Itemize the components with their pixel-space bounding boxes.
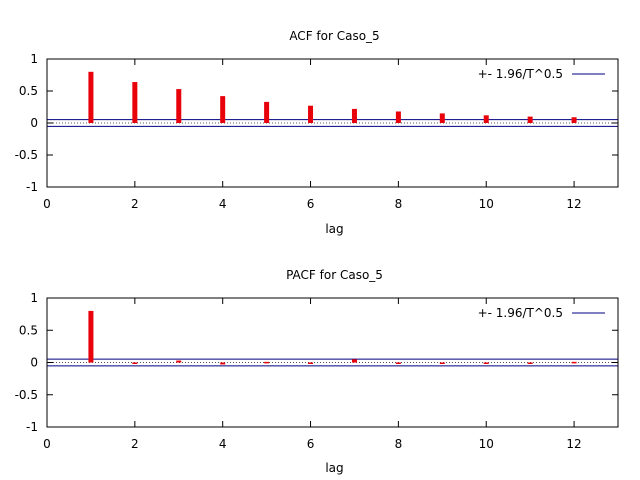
pacf-bar-lag-9 — [439, 362, 445, 364]
acf-ytick-label: 0 — [30, 116, 38, 130]
acf-bar-lag-3 — [176, 89, 182, 123]
acf-bar-lag-1 — [88, 71, 94, 123]
pacf-xtick-label: 10 — [479, 437, 494, 451]
pacf-xtick-label: 4 — [219, 437, 227, 451]
pacf-legend-label: +- 1.96/T^0.5 — [478, 306, 563, 320]
acf-bar-lag-9 — [439, 113, 445, 123]
pacf-ytick-label: 1 — [30, 291, 38, 305]
acf-ytick-label: -0.5 — [15, 148, 38, 162]
acf-xtick-label: 6 — [307, 197, 315, 211]
pacf-panel: PACF for Caso_5 1 0.5 0 -0.5 -1 0 2 4 6 8 10 12 lag +-… — [15, 268, 619, 475]
acf-bar-lag-5 — [264, 101, 270, 123]
acf-xtick-label: 0 — [43, 197, 51, 211]
acf-legend-label: +- 1.96/T^0.5 — [478, 67, 563, 81]
acf-xtick-label: 8 — [395, 197, 403, 211]
pacf-bar-lag-1 — [88, 310, 94, 363]
pacf-bar-lag-7 — [351, 359, 357, 363]
acf-ytick-label: 1 — [30, 52, 38, 66]
pacf-ytick-label: 0 — [30, 356, 38, 370]
pacf-bar-lag-6 — [308, 362, 314, 364]
acf-bar-lag-4 — [220, 96, 226, 123]
pacf-xtick-label: 8 — [395, 437, 403, 451]
pacf-title: PACF for Caso_5 — [286, 268, 383, 282]
pacf-bar-lag-4 — [220, 362, 226, 365]
pacf-xtick-label: 2 — [131, 437, 139, 451]
pacf-ytick-label: -1 — [26, 420, 38, 434]
acf-bar-lag-12 — [571, 117, 577, 123]
pacf-bar-lag-10 — [483, 362, 489, 364]
acf-bar-lag-10 — [483, 115, 489, 123]
acf-bar-lag-2 — [132, 82, 138, 123]
acf-bar-lag-6 — [308, 105, 314, 123]
pacf-bar-lag-8 — [395, 362, 401, 364]
pacf-ytick-label: -0.5 — [15, 388, 38, 402]
pacf-bar-lag-2 — [132, 362, 138, 364]
acf-bar-lag-7 — [351, 108, 357, 123]
pacf-xtick-label: 12 — [566, 437, 581, 451]
acf-ytick-label: 0.5 — [19, 84, 38, 98]
pacf-bar-lag-5 — [264, 361, 270, 364]
acf-bar-lag-11 — [527, 116, 533, 123]
pacf-bar-lag-12 — [571, 361, 577, 364]
acf-xtick-label: 10 — [479, 197, 494, 211]
acf-ytick-label: -1 — [26, 180, 38, 194]
acf-xtick-label: 4 — [219, 197, 227, 211]
acf-title: ACF for Caso_5 — [289, 29, 379, 43]
acf-xlabel: lag — [325, 222, 343, 236]
pacf-xlabel: lag — [325, 461, 343, 475]
acf-bar-lag-8 — [395, 111, 401, 123]
acf-panel: ACF for Caso_5 1 0.5 0 -0.5 -1 0 2 4 6 8 10 12 lag +- … — [15, 29, 619, 236]
pacf-ytick-label: 0.5 — [19, 323, 38, 337]
acf-xtick-label: 2 — [131, 197, 139, 211]
pacf-xtick-label: 0 — [43, 437, 51, 451]
pacf-bar-lag-3 — [176, 360, 182, 363]
acf-xtick-label: 12 — [566, 197, 581, 211]
pacf-bar-lag-11 — [527, 362, 533, 364]
pacf-xtick-label: 6 — [307, 437, 315, 451]
